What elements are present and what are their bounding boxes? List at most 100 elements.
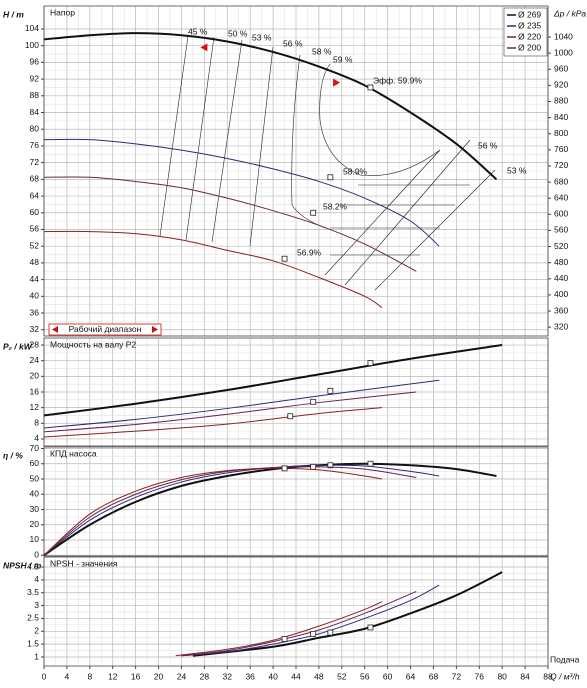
y-tick-label: 40 bbox=[30, 489, 40, 499]
y-tick-label: 20 bbox=[30, 371, 40, 381]
y-tick-label: 40 bbox=[30, 291, 40, 301]
curve bbox=[43, 230, 383, 309]
x-tick-label: 20 bbox=[154, 671, 164, 681]
x-tick-label: 72 bbox=[452, 671, 462, 681]
x-tick-label: 40 bbox=[268, 671, 278, 681]
curve bbox=[43, 391, 417, 433]
y2-tick-label: 720 bbox=[554, 160, 568, 170]
y-tick-label: 1.5 bbox=[27, 638, 39, 648]
y-axis-label: H / m bbox=[3, 9, 24, 19]
y-tick-label: 76 bbox=[30, 140, 40, 150]
y-tick-label: 52 bbox=[30, 240, 40, 250]
annotation: 56 % bbox=[478, 140, 498, 150]
y-axis-label: P₂ / kW bbox=[3, 341, 33, 351]
x-tick-label: 56 bbox=[360, 671, 370, 681]
annotation: 58.2% bbox=[323, 201, 348, 211]
y2-tick-label: 880 bbox=[554, 96, 568, 106]
y-tick-label: 24 bbox=[30, 355, 40, 365]
x-tick-label: 88 bbox=[543, 671, 553, 681]
duty-point bbox=[281, 255, 288, 262]
duty-point bbox=[327, 174, 334, 181]
iso-line bbox=[319, 63, 441, 276]
y-tick-label: 1 bbox=[34, 651, 39, 661]
y2-tick-label: 600 bbox=[554, 209, 568, 219]
duty-point bbox=[327, 629, 334, 636]
y-tick-label: 56 bbox=[30, 224, 40, 234]
panel-frame bbox=[43, 337, 549, 447]
y-tick-label: 64 bbox=[30, 190, 40, 200]
annotation: 45 % bbox=[188, 26, 208, 36]
y2-tick-label: 640 bbox=[554, 192, 568, 202]
range-arrow bbox=[52, 326, 58, 333]
panel-title: Напор bbox=[50, 7, 75, 17]
annotation: Эфф. 59.9% bbox=[373, 75, 422, 85]
annotation: 59 % bbox=[333, 54, 353, 64]
iso-line bbox=[249, 46, 274, 247]
y2-tick-label: 400 bbox=[554, 289, 568, 299]
curve bbox=[43, 176, 417, 272]
range-text: Рабочий диапазон bbox=[69, 324, 142, 334]
x-tick-label: 48 bbox=[314, 671, 324, 681]
y-tick-label: 48 bbox=[30, 257, 40, 267]
iso-efficiency-lines bbox=[159, 35, 496, 291]
curve bbox=[43, 32, 498, 181]
curve bbox=[192, 571, 503, 657]
duty-point bbox=[281, 465, 288, 472]
y-tick-label: 60 bbox=[30, 458, 40, 468]
panel-title: Мощность на валу P2 bbox=[50, 339, 136, 349]
iso-line bbox=[211, 39, 243, 243]
annotation: 58.9% bbox=[343, 166, 368, 176]
x-tick-label: 24 bbox=[177, 671, 187, 681]
y-tick-label: 96 bbox=[30, 57, 40, 67]
duty-point bbox=[367, 84, 374, 91]
y2-tick-label: 680 bbox=[554, 176, 568, 186]
range-arrow bbox=[152, 326, 158, 333]
y-tick-label: 72 bbox=[30, 157, 40, 167]
x-axis-label: Q / м³/h bbox=[550, 671, 580, 681]
x-tick-label: 0 bbox=[42, 671, 47, 681]
x-tick-label: 16 bbox=[131, 671, 141, 681]
y-tick-label: 60 bbox=[30, 207, 40, 217]
curve bbox=[43, 462, 497, 557]
legend-label: Ø 235 bbox=[518, 20, 541, 30]
duty-point bbox=[287, 413, 294, 420]
y2-tick-label: 920 bbox=[554, 80, 568, 90]
y-tick-label: 4 bbox=[34, 574, 39, 584]
y-axis-label: η / % bbox=[3, 450, 23, 460]
curve bbox=[43, 407, 382, 438]
duty-point bbox=[310, 630, 317, 637]
y-tick-label: 104 bbox=[25, 23, 39, 33]
y-tick-label: 36 bbox=[30, 307, 40, 317]
y2-tick-label: 800 bbox=[554, 128, 568, 138]
x-tick-label: 84 bbox=[520, 671, 530, 681]
curve bbox=[43, 467, 382, 556]
y-tick-label: 70 bbox=[30, 443, 40, 453]
y2-tick-label: 520 bbox=[554, 241, 568, 251]
annotation: 53 % bbox=[252, 32, 272, 42]
curve bbox=[43, 464, 440, 556]
range-box bbox=[48, 323, 162, 336]
y-tick-label: 100 bbox=[25, 40, 39, 50]
duty-point bbox=[367, 360, 374, 366]
y2-tick-label: 440 bbox=[554, 273, 568, 283]
annotation: 53 % bbox=[507, 165, 527, 175]
panel-title: NPSH - значения bbox=[50, 558, 118, 568]
y-tick-label: 12 bbox=[30, 402, 40, 412]
annotation: 56 % bbox=[283, 38, 303, 48]
iso-line bbox=[344, 139, 471, 286]
duty-point bbox=[310, 209, 317, 216]
duty-point bbox=[310, 463, 317, 470]
y-tick-label: 20 bbox=[30, 519, 40, 529]
panel-title: КПД насоса bbox=[50, 448, 97, 458]
x-tick-label: 8 bbox=[87, 671, 92, 681]
iso-line bbox=[330, 184, 470, 256]
y-tick-label: 3 bbox=[34, 600, 39, 610]
y-axis-label: NPSH / m bbox=[3, 560, 42, 570]
x-tick-label: 60 bbox=[383, 671, 393, 681]
duty-point bbox=[367, 460, 374, 467]
curve bbox=[175, 601, 383, 657]
y-tick-label: 4.5 bbox=[27, 561, 39, 571]
y-tick-label: 0 bbox=[34, 549, 39, 559]
